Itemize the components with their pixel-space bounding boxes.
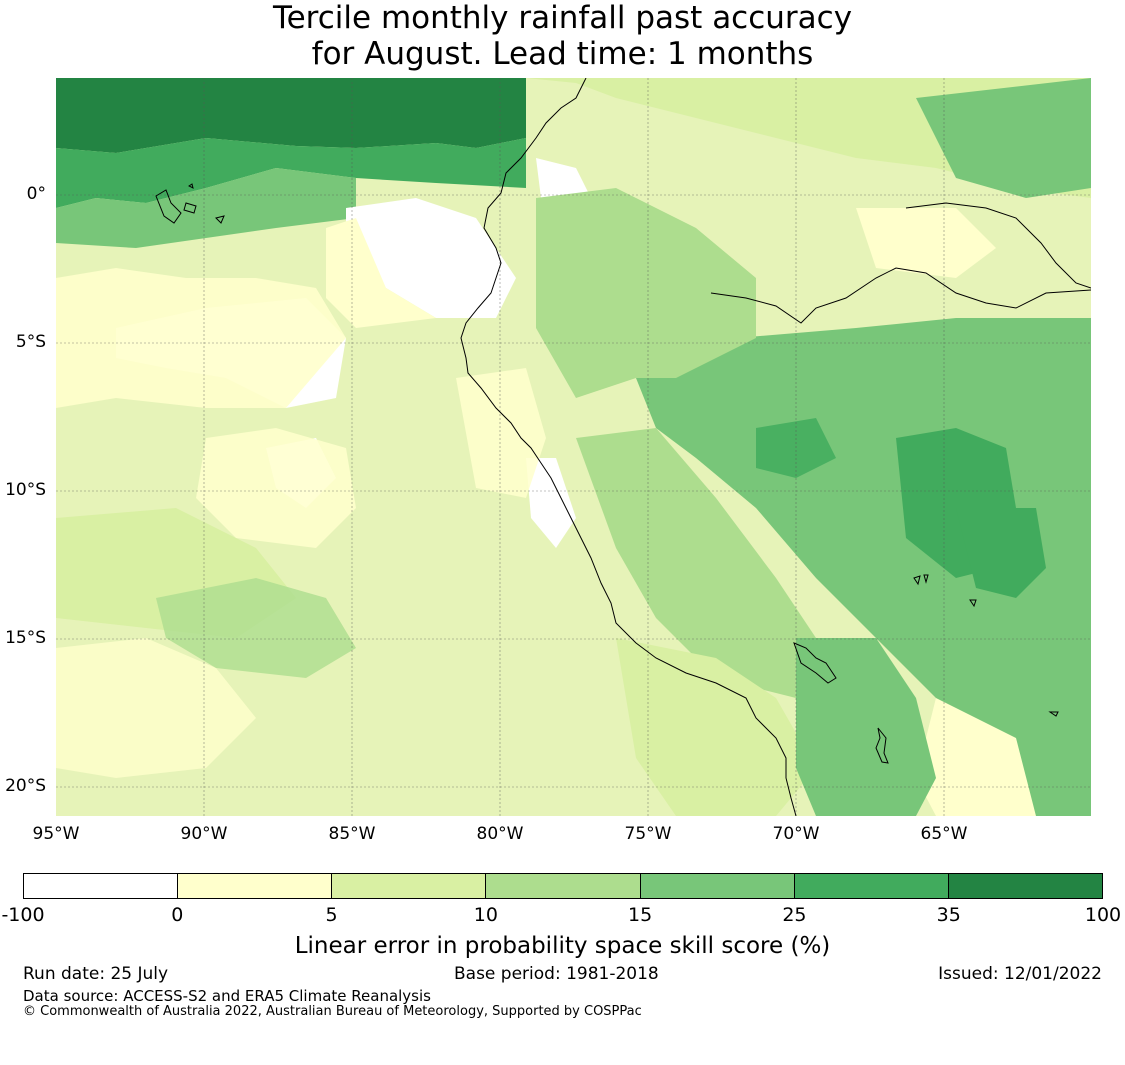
lat-label-0: 0° [26, 184, 46, 204]
colorbar-segment-6 [948, 874, 1102, 898]
colorbar-tick-label: 10 [473, 904, 498, 926]
title-line-2: for August. Lead time: 1 months [311, 36, 814, 72]
lat-label-20s: 20°S [5, 776, 46, 796]
region-yellow-5 [56, 638, 256, 778]
colorbar-tick-label: -100 [1, 904, 45, 926]
lat-label-10s: 10°S [5, 480, 46, 500]
region-south-mid [616, 638, 816, 816]
copyright: © Commonwealth of Australia 2022, Austra… [23, 1004, 642, 1019]
river-amazon [905, 202, 1091, 289]
colorbar-segment-0 [24, 874, 179, 898]
graticule [56, 78, 1091, 816]
lat-label-15s: 15°S [5, 628, 46, 648]
region-yellow-4 [456, 368, 546, 498]
data-source: Data source: ACCESS-S2 and ERA5 Climate … [23, 987, 431, 1005]
colorbar-tick-label: 35 [936, 904, 961, 926]
lon-label-90w: 90°W [180, 824, 228, 844]
colorbar-segment-3 [486, 874, 641, 898]
colorbar-segment-2 [332, 874, 487, 898]
region-lgreen-2 [156, 578, 356, 678]
region-white-1 [346, 198, 516, 318]
small-lakes [913, 574, 1059, 717]
region-andes-mid [536, 188, 756, 398]
skill-score-map [56, 78, 1091, 816]
skill-regions [56, 78, 1091, 816]
lake-titicaca [793, 642, 889, 764]
colorbar-segment-5 [794, 874, 949, 898]
lon-label-70w: 70°W [772, 824, 820, 844]
title-line-1: Tercile monthly rainfall past accuracy [272, 0, 853, 36]
river-maranon [710, 267, 1091, 324]
region-nw-dark [56, 78, 526, 153]
run-date: Run date: 25 July [23, 964, 169, 984]
colorbar-segment-1 [178, 874, 333, 898]
lon-label-75w: 75°W [624, 824, 672, 844]
region-yellow-7 [856, 208, 996, 278]
lon-label-65w: 65°W [920, 824, 968, 844]
region-altiplano [796, 638, 936, 816]
chart-title: Tercile monthly rainfall past accuracy f… [0, 0, 1125, 72]
base-period: Base period: 1981-2018 [454, 964, 659, 984]
colorbar-tick-label: 0 [171, 904, 184, 926]
galapagos-islands [155, 183, 225, 224]
region-nw-light [56, 168, 356, 248]
region-north-green [916, 78, 1091, 198]
lon-label-80w: 80°W [476, 824, 524, 844]
region-coast-mid [576, 428, 816, 698]
colorbar [23, 873, 1103, 899]
lat-label-5s: 5°S [15, 332, 46, 352]
region-yellow-6 [916, 698, 1056, 816]
colorbar-tick-label: 5 [325, 904, 338, 926]
coastline [460, 78, 797, 816]
colorbar-segment-4 [640, 874, 795, 898]
colorbar-tick-label: 15 [628, 904, 653, 926]
region-nw-medium [56, 138, 526, 208]
lon-label-95w: 95°W [32, 824, 80, 844]
region-yellow-1 [56, 268, 346, 408]
colorbar-tick-label: 25 [782, 904, 807, 926]
region-yellow-2 [326, 218, 436, 328]
issued-date: Issued: 12/01/2022 [938, 964, 1102, 984]
lon-label-85w: 85°W [328, 824, 376, 844]
colorbar-label: Linear error in probability space skill … [294, 933, 831, 959]
region-east-dark-3 [956, 508, 1046, 598]
region-yellow-3 [196, 428, 356, 548]
region-white-5 [526, 458, 576, 548]
colorbar-tick-label: 100 [1084, 904, 1122, 926]
